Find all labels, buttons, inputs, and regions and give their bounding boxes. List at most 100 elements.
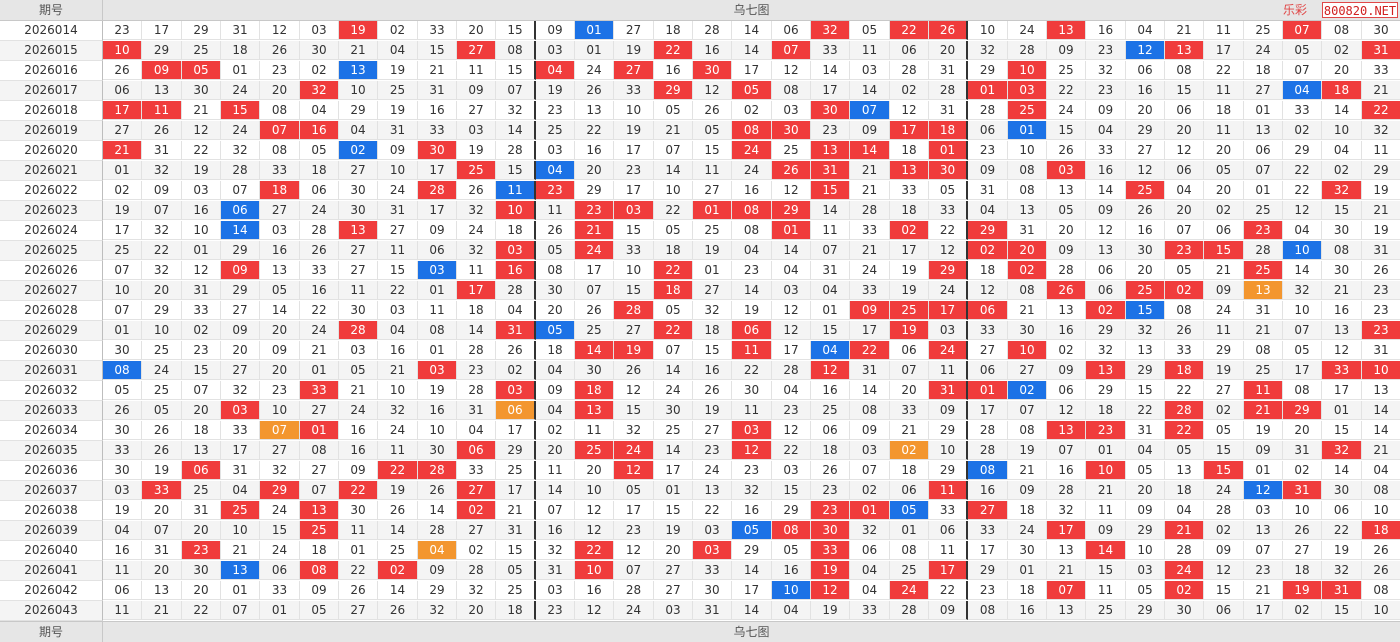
number-cell: 31	[1126, 421, 1165, 440]
number-cell: 05	[339, 361, 378, 380]
number-cell: 30	[182, 81, 221, 100]
number-cell: 33	[850, 221, 890, 240]
number-cell: 08	[300, 561, 339, 580]
number-cell: 03	[654, 601, 693, 620]
number-cell: 13	[260, 261, 300, 280]
number-cell: 14	[654, 161, 693, 180]
number-cell: 25	[1008, 101, 1047, 120]
number-cell: 24	[732, 161, 772, 180]
number-cell: 28	[693, 21, 732, 40]
number-cell: 10	[1126, 541, 1165, 560]
number-cell: 25	[575, 321, 614, 340]
number-cell: 21	[103, 141, 142, 160]
number-cell: 09	[1126, 501, 1165, 520]
number-cell: 05	[850, 21, 890, 40]
number-cell: 25	[378, 81, 418, 100]
number-cell: 05	[300, 601, 339, 620]
number-cell: 16	[1047, 461, 1086, 480]
number-cell: 02	[1047, 341, 1086, 360]
number-cell: 21	[1047, 561, 1086, 580]
number-cell: 22	[1362, 101, 1400, 120]
number-cell: 30	[1008, 541, 1047, 560]
number-cell: 11	[850, 41, 890, 60]
number-cell: 28	[418, 181, 457, 200]
number-cell: 16	[1322, 301, 1362, 320]
number-cell: 26	[693, 381, 732, 400]
table-row: 2026025 25 22 01 29 16 26 27 11 06 32 03 05 24 33 18 19 0…	[0, 241, 1400, 261]
number-cell: 20	[1165, 201, 1204, 220]
number-cell: 27	[457, 481, 496, 500]
number-cell: 09	[1086, 101, 1126, 120]
period-cell: 2026023	[0, 201, 103, 221]
number-cell: 21	[418, 61, 457, 80]
number-cell: 23	[1362, 321, 1400, 340]
number-cell: 07	[654, 141, 693, 160]
number-cell: 18	[1008, 501, 1047, 520]
number-cell: 09	[1086, 201, 1126, 220]
number-cell: 24	[614, 601, 654, 620]
number-cell: 18	[1283, 561, 1322, 580]
period-cell: 2026022	[0, 181, 103, 201]
number-cell: 28	[614, 301, 654, 320]
number-cell: 07	[850, 101, 890, 120]
number-cell: 30	[929, 161, 968, 180]
number-cell: 27	[654, 581, 693, 600]
number-cell: 01	[575, 41, 614, 60]
number-cell: 23	[968, 141, 1008, 160]
number-cell: 15	[182, 361, 221, 380]
number-cell: 04	[1126, 441, 1165, 460]
period-cell: 2026039	[0, 521, 103, 541]
number-cell: 10	[1362, 601, 1400, 620]
number-cell: 24	[929, 341, 968, 360]
number-cell: 24	[1008, 21, 1047, 40]
table-row: 2026026 07 32 12 09 13 33 27 15 03 11 16 08 17 10 22 01 2…	[0, 261, 1400, 281]
number-cell: 21	[496, 501, 536, 520]
table-row: 2026019 27 26 12 24 07 16 04 31 33 03 14 25 22 19 21 05 0…	[0, 121, 1400, 141]
number-cell: 25	[1126, 281, 1165, 300]
number-cell: 19	[457, 141, 496, 160]
period-cell: 2026015	[0, 41, 103, 61]
number-cell: 19	[418, 381, 457, 400]
number-cell: 28	[1047, 261, 1086, 280]
number-cell: 29	[339, 101, 378, 120]
number-cell: 01	[693, 261, 732, 280]
number-cell: 13	[575, 401, 614, 420]
number-cell: 03	[536, 41, 575, 60]
number-cell: 21	[1165, 21, 1204, 40]
number-cell: 17	[1204, 41, 1244, 60]
number-cell: 29	[968, 561, 1008, 580]
number-cell: 04	[850, 581, 890, 600]
number-cell: 18	[654, 21, 693, 40]
number-cell: 05	[654, 301, 693, 320]
number-cell: 16	[575, 581, 614, 600]
number-cell: 09	[1086, 521, 1126, 540]
number-cell: 24	[1165, 561, 1204, 580]
period-cell: 2026029	[0, 321, 103, 341]
number-cell: 08	[850, 401, 890, 420]
number-cell: 32	[693, 301, 732, 320]
number-cell: 16	[260, 241, 300, 260]
number-cell: 09	[1204, 541, 1244, 560]
number-cell: 10	[1086, 461, 1126, 480]
number-cell: 05	[772, 541, 811, 560]
number-cell: 25	[1244, 261, 1283, 280]
number-cell: 30	[300, 41, 339, 60]
number-cell: 08	[968, 601, 1008, 620]
number-cell: 23	[811, 121, 850, 140]
number-cell: 01	[260, 601, 300, 620]
number-cell: 06	[418, 241, 457, 260]
number-cell: 07	[536, 501, 575, 520]
table-row: 2026041 11 20 30 13 06 08 22 02 09 28 05 31 10 07 27 33 1…	[0, 561, 1400, 581]
number-cell: 32	[496, 101, 536, 120]
number-cell: 14	[732, 281, 772, 300]
number-cell: 15	[418, 41, 457, 60]
number-cell: 14	[1322, 101, 1362, 120]
number-cell: 02	[457, 501, 496, 520]
number-cell: 25	[1244, 21, 1283, 40]
number-cell: 01	[221, 61, 260, 80]
number-cell: 01	[850, 501, 890, 520]
period-column-footer: 期号	[0, 622, 103, 642]
number-cell: 22	[850, 341, 890, 360]
number-cell: 09	[418, 221, 457, 240]
site-badge[interactable]: 800820.NET	[1322, 2, 1398, 18]
